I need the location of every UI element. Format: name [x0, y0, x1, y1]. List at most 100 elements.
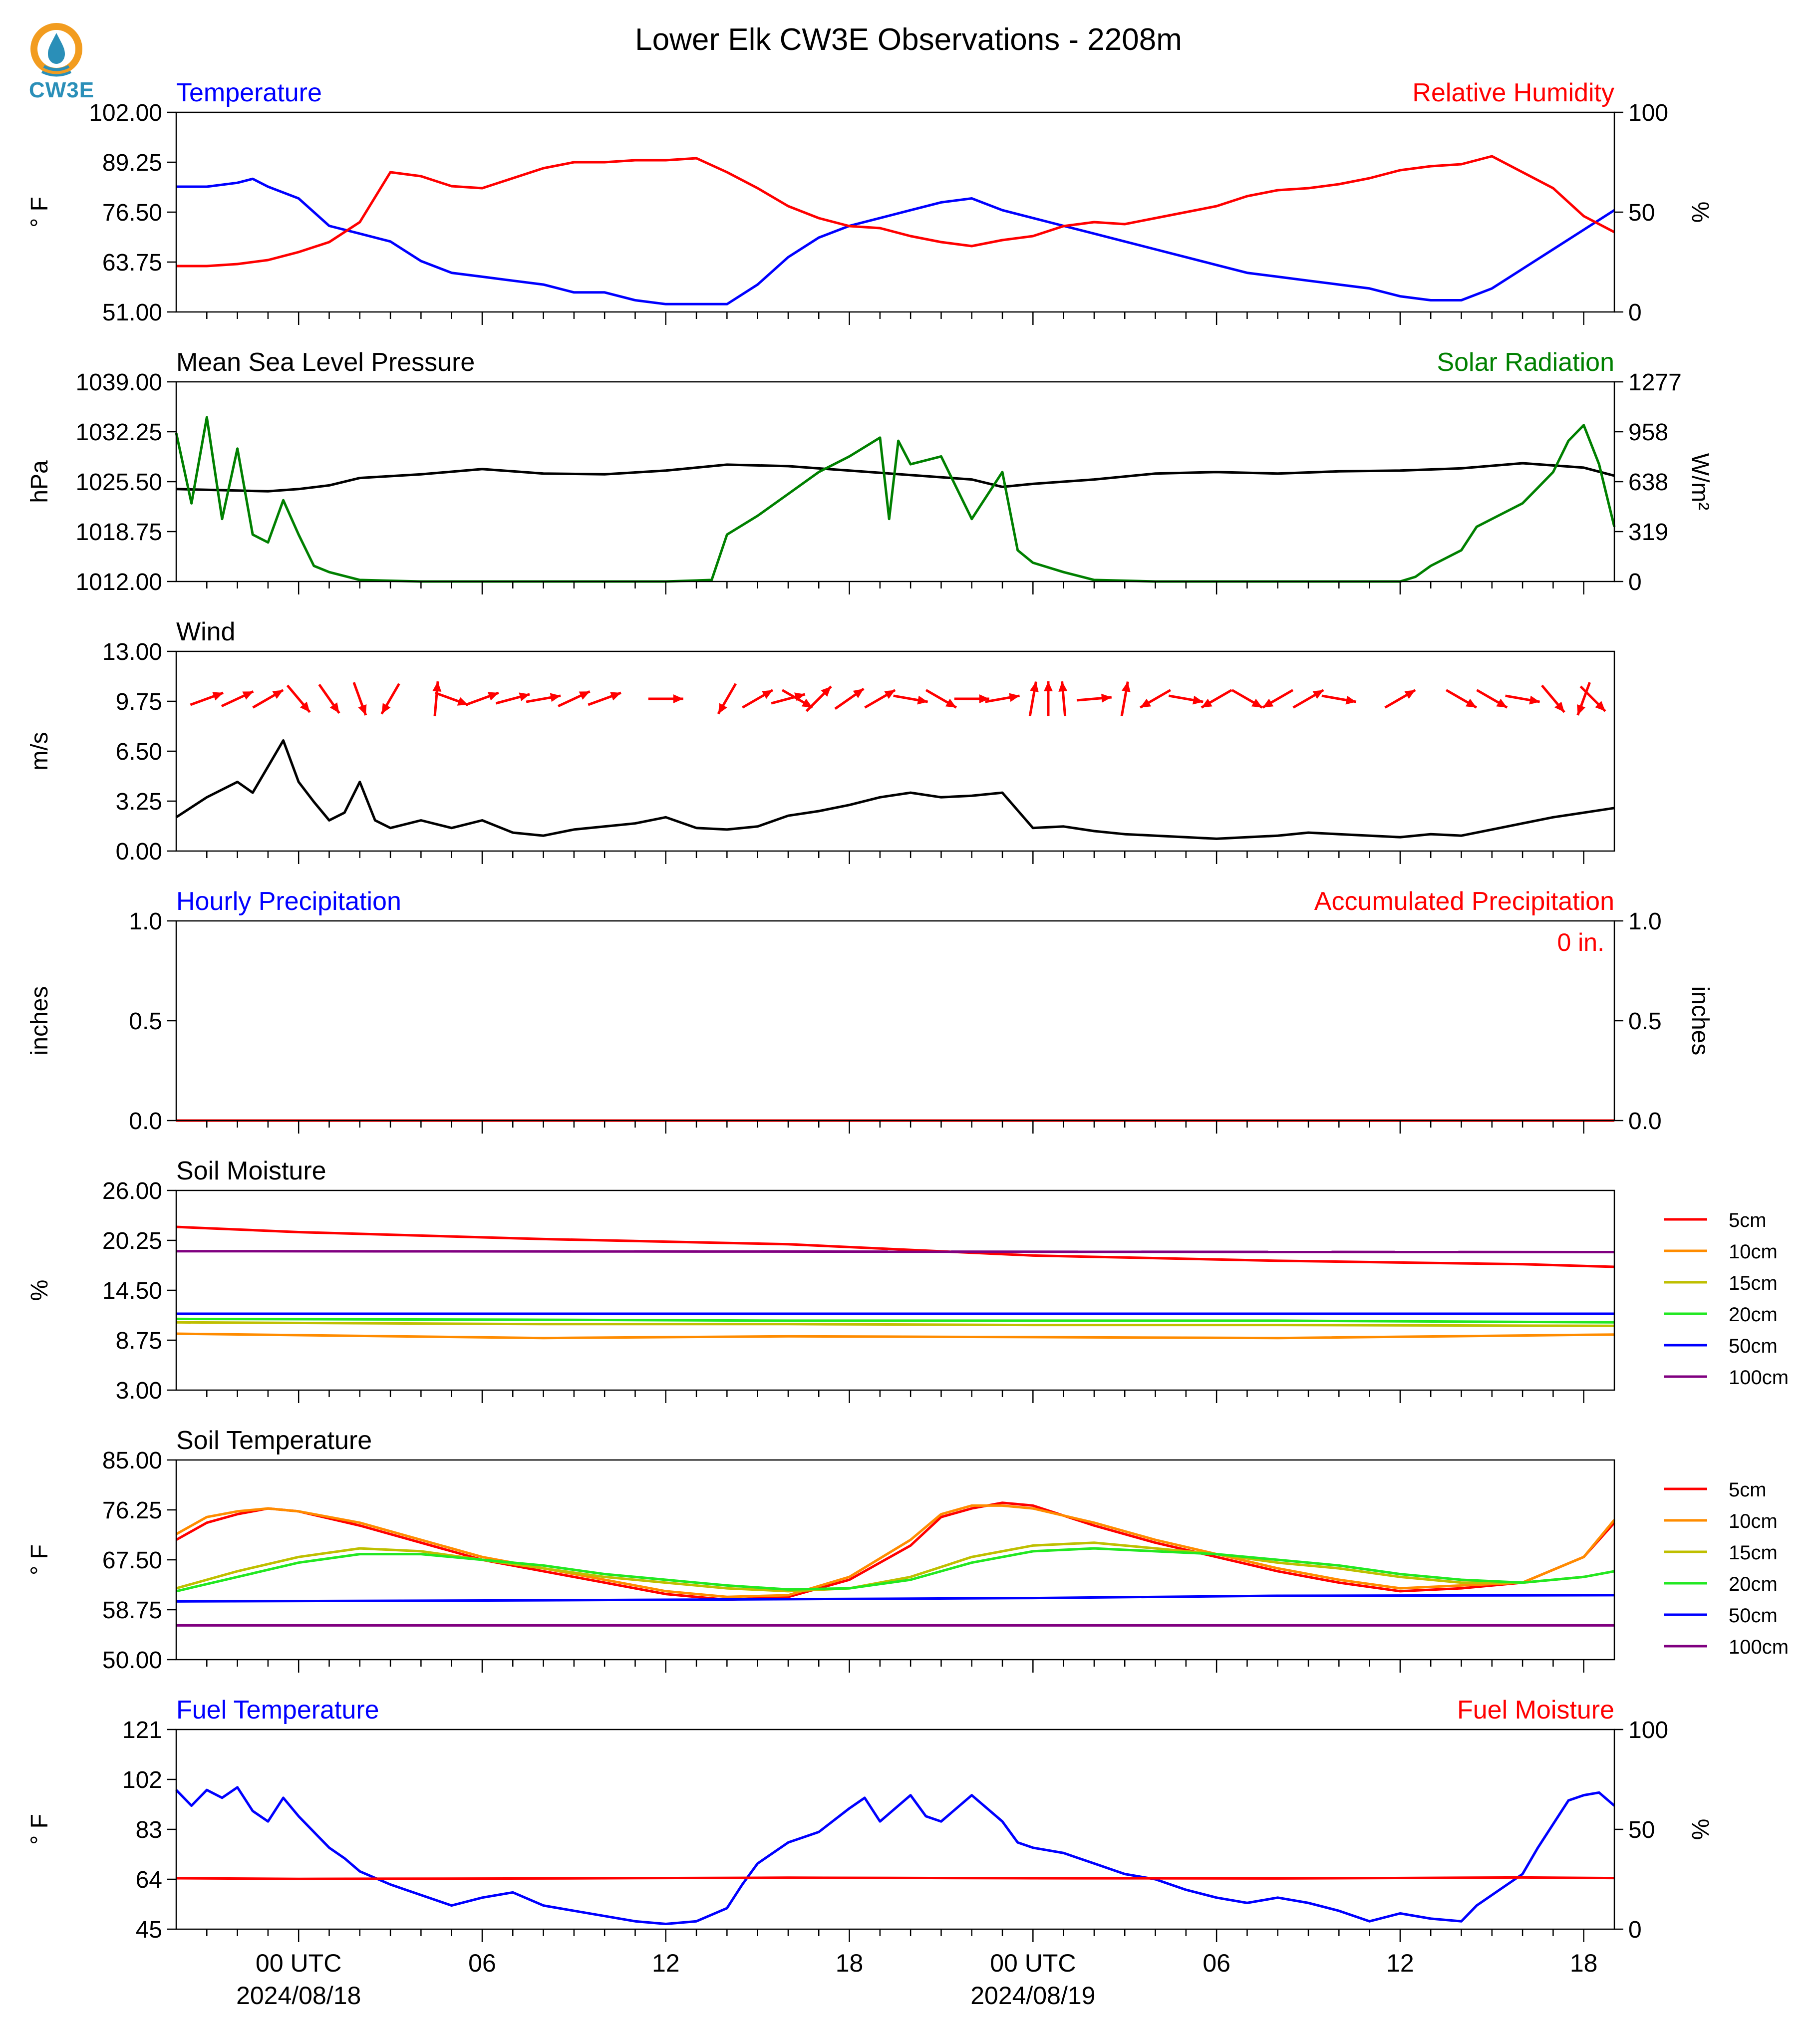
x-date-label: 2024/08/19: [970, 1982, 1095, 2010]
wind-arrow: [286, 684, 311, 713]
legend-label: 50cm: [1729, 1335, 1778, 1357]
wind-arrow: [352, 682, 367, 716]
y-axis-label-right: W/m²: [1687, 453, 1713, 511]
legend-label: 10cm: [1729, 1510, 1778, 1532]
wind-arrow: [1139, 689, 1172, 709]
y-axis-label-left: inches: [26, 986, 53, 1056]
wind-arrow: [864, 689, 896, 709]
wind-arrow-head: [272, 690, 284, 699]
y-tick-label-left: 1012.00: [75, 569, 162, 595]
y-tick-label-right: 0.0: [1628, 1108, 1662, 1135]
wind-arrow: [588, 691, 621, 706]
plot-frame: [175, 1189, 1615, 1391]
wind-arrow: [925, 689, 957, 709]
panel-temperature: 102.00 89.25 76.50 63.75 51.00 100 50 0 Temperat…: [26, 78, 1713, 326]
x-tick-label: 06: [468, 1949, 496, 1977]
series-soil-moisture-3: [176, 1317, 1615, 1324]
wind-arrow: [526, 693, 561, 703]
panel-title-left: Temperature: [176, 78, 322, 107]
wind-arrow-head: [1140, 698, 1152, 708]
legend-item: 5cm: [1664, 1209, 1767, 1231]
panel-title-right: Relative Humidity: [1412, 78, 1614, 107]
y-tick-label-left: 50.00: [102, 1647, 162, 1674]
wind-arrow-head: [1043, 681, 1053, 691]
legend-label: 100cm: [1729, 1367, 1789, 1389]
y-tick-label-left: 13.00: [102, 639, 162, 665]
legend-item: 10cm: [1664, 1510, 1778, 1532]
wind-arrow-head: [673, 694, 683, 703]
series-soil-temperature-3: [176, 1547, 1615, 1593]
wind-arrow-head: [457, 697, 468, 706]
y-tick-label-left: 51.00: [102, 299, 162, 326]
series-pressure-1: [175, 416, 1616, 583]
wind-arrow: [1445, 689, 1478, 709]
wind-arrow-head: [1201, 698, 1213, 708]
y-tick-label-left: 121: [122, 1717, 162, 1743]
y-tick-label-left: 26.00: [102, 1178, 162, 1204]
cw3e-drop-logo-icon: [30, 23, 82, 77]
wind-arrow-head: [212, 692, 224, 701]
panel-title-left: Fuel Temperature: [176, 1696, 379, 1725]
legend-item: 100cm: [1664, 1636, 1789, 1658]
wind-arrow-head: [762, 690, 773, 699]
wind-arrow-head: [519, 692, 530, 701]
wind-arrow-head: [1496, 698, 1508, 708]
y-tick-label-right: 1.0: [1628, 908, 1662, 935]
y-axis-label-left: m/s: [26, 732, 53, 770]
y-tick-label-left: 0.5: [129, 1008, 162, 1035]
legend-item: 100cm: [1664, 1367, 1789, 1389]
wind-arrow-head: [1529, 695, 1540, 705]
y-tick-label-right: 319: [1628, 519, 1668, 546]
y-tick-label-left: 1032.25: [75, 419, 162, 446]
wind-arrow: [558, 690, 591, 708]
series-temperature-0: [176, 177, 1615, 305]
y-tick-label-left: 1018.75: [75, 519, 162, 546]
series-soil-temperature-1: [175, 1504, 1615, 1598]
legend-label: 15cm: [1729, 1272, 1778, 1294]
y-axis-label-left: ° F: [26, 197, 53, 228]
y-tick-label-left: 64: [136, 1867, 162, 1893]
wind-arrow: [1168, 694, 1204, 705]
wind-arrow: [1028, 681, 1039, 716]
y-tick-label-left: 3.25: [116, 789, 162, 815]
legend-item: 20cm: [1664, 1304, 1778, 1326]
wind-arrow: [465, 691, 499, 706]
y-tick-label-right: 100: [1628, 100, 1668, 126]
wind-arrow: [1505, 694, 1540, 705]
panel-pressure: 1039.00 1032.25 1025.50 1018.75 1012.00 1277 9…: [26, 348, 1713, 595]
y-tick-label-left: 85.00: [102, 1448, 162, 1474]
legend-label: 20cm: [1729, 1573, 1778, 1595]
series-soil-moisture-5: [176, 1250, 1615, 1253]
wind-arrow: [781, 689, 813, 709]
panel-fuel: 121 102 83 64 45 100 50 0 Fuel Temperature Fuel M…: [26, 1696, 1713, 1943]
wind-arrow: [1576, 682, 1591, 716]
wind-arrow: [1231, 689, 1263, 709]
y-axis-label-left: ° F: [26, 1544, 53, 1575]
y-tick-label-left: 8.75: [116, 1328, 162, 1354]
panel-title-right: Solar Radiation: [1437, 348, 1614, 377]
panel-title-left: Soil Temperature: [176, 1426, 372, 1455]
wind-arrow-head: [1345, 695, 1356, 705]
y-tick-label-left: 1039.00: [75, 369, 162, 396]
plot-frame: [175, 1459, 1615, 1661]
panel-title-left: Mean Sea Level Pressure: [176, 348, 475, 377]
wind-arrow-head: [1030, 681, 1039, 692]
wind-arrow: [434, 691, 469, 706]
y-tick-label-left: 0.0: [129, 1108, 162, 1135]
wind-arrow: [1076, 693, 1112, 703]
legend-item: 20cm: [1664, 1573, 1778, 1595]
y-axis-label-right: inches: [1687, 986, 1713, 1056]
wind-arrow-head: [945, 698, 956, 708]
wind-arrow: [380, 683, 400, 715]
x-tick-label: 18: [1570, 1949, 1598, 1977]
legend-label: 20cm: [1729, 1304, 1778, 1326]
legend-label: 5cm: [1729, 1209, 1767, 1231]
panel-title-right: Fuel Moisture: [1457, 1696, 1614, 1725]
y-tick-label-right: 0: [1628, 569, 1642, 595]
y-tick-label-right: 0: [1628, 299, 1642, 326]
y-tick-label-right: 1277: [1628, 369, 1682, 396]
series-pressure-0: [176, 462, 1615, 493]
legend-label: 5cm: [1729, 1479, 1767, 1501]
cw3e-logo: CW3E: [24, 19, 99, 104]
wind-arrow-head: [718, 703, 727, 714]
